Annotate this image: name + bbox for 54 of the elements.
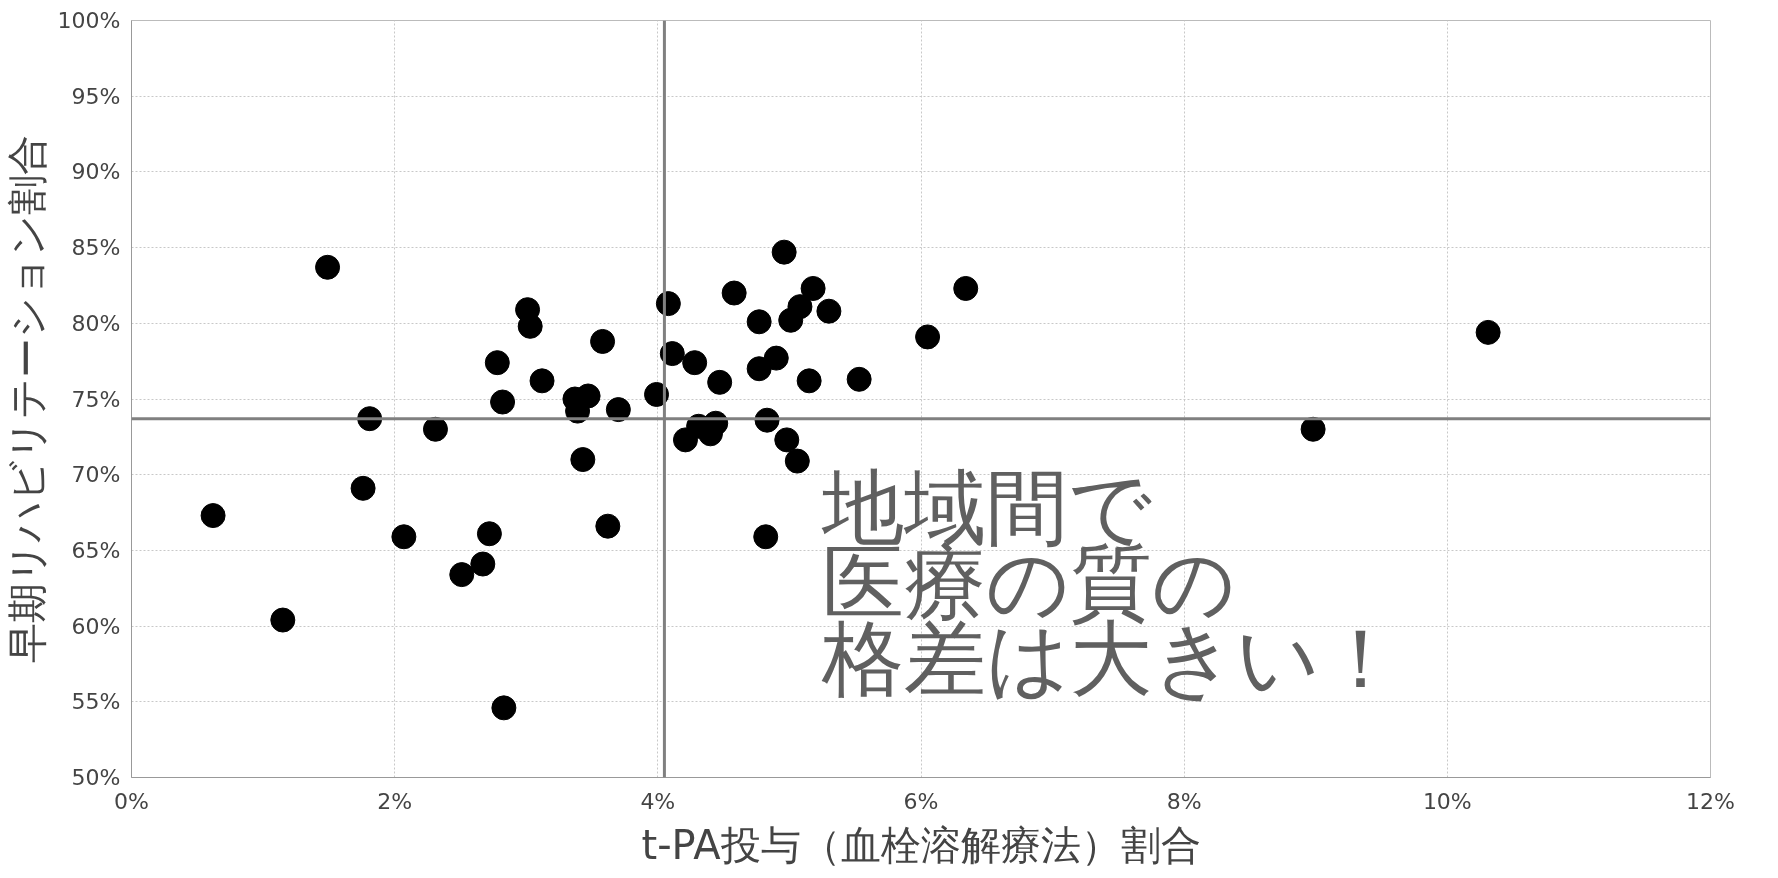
point xyxy=(763,345,789,371)
point xyxy=(491,695,517,721)
point xyxy=(753,524,779,550)
x-tick-label: 8% xyxy=(1166,788,1202,814)
point xyxy=(490,389,516,415)
y-tick-label: 70% xyxy=(71,462,121,488)
point xyxy=(350,475,376,501)
point xyxy=(915,324,941,350)
point xyxy=(529,368,555,394)
point xyxy=(800,276,826,301)
y-tick-label: 95% xyxy=(71,83,121,109)
y-tick-label: 60% xyxy=(71,613,121,639)
point xyxy=(771,239,797,265)
point xyxy=(784,448,810,474)
point xyxy=(846,366,872,392)
y-axis-title: 早期リハビリテーション割合 xyxy=(3,135,50,663)
x-tick-label: 2% xyxy=(377,788,413,814)
x-tick-label: 6% xyxy=(903,788,939,814)
point xyxy=(774,427,800,453)
point xyxy=(721,280,747,306)
y-tick-label: 50% xyxy=(71,765,121,790)
point xyxy=(796,368,822,394)
y-tick-label: 100% xyxy=(57,8,121,33)
x-tick-label: 12% xyxy=(1686,788,1735,814)
x-tick-label: 10% xyxy=(1422,788,1472,814)
point xyxy=(590,328,616,354)
point xyxy=(517,313,543,339)
point xyxy=(315,254,341,280)
point xyxy=(470,551,496,577)
y-tick-label: 80% xyxy=(71,310,121,336)
point xyxy=(953,276,979,301)
point xyxy=(1475,319,1501,345)
point xyxy=(746,356,772,382)
point xyxy=(595,513,621,539)
point xyxy=(449,562,475,588)
point xyxy=(476,521,502,547)
point xyxy=(570,447,596,473)
point xyxy=(746,309,772,335)
x-tick-label: 0% xyxy=(114,788,149,814)
y-tick-label: 90% xyxy=(71,159,121,185)
point xyxy=(270,607,296,633)
y-tick-label: 55% xyxy=(71,689,121,715)
y-tick-label: 75% xyxy=(71,386,121,412)
y-tick-label: 85% xyxy=(71,235,121,261)
x-tick-label: 4% xyxy=(640,788,676,814)
point xyxy=(391,524,417,550)
point xyxy=(682,350,708,376)
point xyxy=(484,350,510,376)
x-axis-title: t-PA投与（血栓溶解療法）割合 xyxy=(641,821,1201,868)
point xyxy=(787,294,813,320)
point xyxy=(816,298,842,324)
point xyxy=(707,369,733,395)
y-tick-label: 65% xyxy=(71,537,121,563)
point xyxy=(200,503,226,529)
